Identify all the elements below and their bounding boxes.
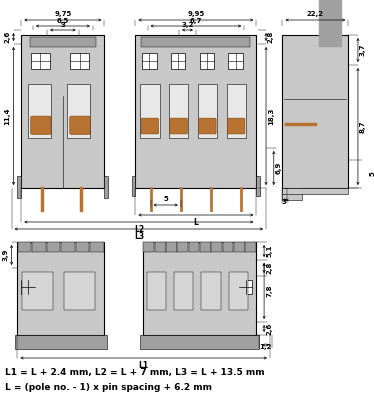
Bar <box>229 53 243 69</box>
FancyBboxPatch shape <box>227 118 245 134</box>
Bar <box>189 242 199 252</box>
Text: 3,7: 3,7 <box>360 44 366 56</box>
Bar <box>282 188 348 194</box>
FancyBboxPatch shape <box>141 118 159 134</box>
Bar <box>47 242 61 252</box>
Bar <box>31 53 50 69</box>
Text: 6,9: 6,9 <box>276 162 282 174</box>
Bar <box>135 35 256 188</box>
Bar <box>227 84 246 138</box>
Bar <box>256 176 260 196</box>
Bar <box>70 53 89 69</box>
FancyBboxPatch shape <box>199 118 216 134</box>
Text: 3,2: 3,2 <box>181 22 194 28</box>
Bar <box>22 272 53 310</box>
Text: 1,2: 1,2 <box>259 344 272 350</box>
Text: 3: 3 <box>61 22 65 28</box>
Bar <box>200 53 214 69</box>
Text: L1: L1 <box>139 361 149 370</box>
Text: 5,1: 5,1 <box>266 245 272 257</box>
Bar <box>234 242 245 252</box>
Bar <box>229 272 248 310</box>
Bar <box>282 35 348 188</box>
Bar <box>169 84 188 138</box>
Bar <box>245 242 256 252</box>
Bar <box>18 242 104 335</box>
Bar <box>211 242 222 252</box>
Bar <box>15 335 107 349</box>
Bar <box>76 242 89 252</box>
Bar <box>91 242 104 252</box>
Bar <box>21 280 35 294</box>
Bar <box>200 242 211 252</box>
Text: 3: 3 <box>282 199 287 205</box>
Text: 22,2: 22,2 <box>307 11 324 17</box>
Bar <box>282 188 302 200</box>
Text: 5: 5 <box>163 196 168 202</box>
FancyBboxPatch shape <box>31 116 51 134</box>
Text: 2,8: 2,8 <box>266 262 272 274</box>
Bar <box>64 272 95 310</box>
Bar <box>18 242 31 252</box>
Bar <box>140 84 160 138</box>
Text: 9,95: 9,95 <box>187 11 205 17</box>
Bar <box>319 0 342 47</box>
Bar <box>174 272 193 310</box>
Bar <box>104 176 108 198</box>
Bar <box>142 53 157 69</box>
Text: L: L <box>193 218 198 227</box>
Text: 6,7: 6,7 <box>190 18 202 24</box>
Bar <box>21 35 104 188</box>
Text: L2: L2 <box>134 225 144 234</box>
Text: 2,8: 2,8 <box>268 31 274 43</box>
Bar <box>239 280 252 294</box>
Text: 2,6: 2,6 <box>4 31 10 43</box>
Text: 5: 5 <box>370 172 374 176</box>
Bar <box>198 84 217 138</box>
Text: 18,3: 18,3 <box>268 107 274 125</box>
FancyBboxPatch shape <box>170 118 187 134</box>
Text: 11,4: 11,4 <box>4 107 10 125</box>
Text: 6,5: 6,5 <box>57 18 69 24</box>
Text: 2,6: 2,6 <box>266 322 272 335</box>
Bar <box>28 84 51 138</box>
Bar <box>144 242 154 252</box>
Bar <box>223 242 233 252</box>
Bar <box>171 53 186 69</box>
Bar <box>177 242 188 252</box>
Text: L3: L3 <box>134 232 144 241</box>
Bar <box>67 84 91 138</box>
Text: L1 = L + 2.4 mm, L2 = L + 7 mm, L3 = L + 13.5 mm: L1 = L + 2.4 mm, L2 = L + 7 mm, L3 = L +… <box>5 368 264 378</box>
Bar <box>155 242 166 252</box>
Bar <box>201 272 221 310</box>
Bar <box>140 335 259 349</box>
Bar <box>18 176 21 198</box>
Bar <box>30 36 96 47</box>
Text: 7,8: 7,8 <box>266 285 272 297</box>
Bar <box>143 242 256 335</box>
FancyBboxPatch shape <box>70 116 90 134</box>
Bar <box>166 242 177 252</box>
Bar <box>141 36 250 47</box>
Text: 3,9: 3,9 <box>3 249 9 261</box>
Bar <box>147 272 166 310</box>
Bar <box>33 242 46 252</box>
Text: 8,7: 8,7 <box>360 120 366 133</box>
Text: 9,75: 9,75 <box>54 11 71 17</box>
Bar <box>132 176 135 196</box>
Bar <box>61 242 75 252</box>
Text: L = (pole no. - 1) x pin spacing + 6.2 mm: L = (pole no. - 1) x pin spacing + 6.2 m… <box>5 384 212 392</box>
